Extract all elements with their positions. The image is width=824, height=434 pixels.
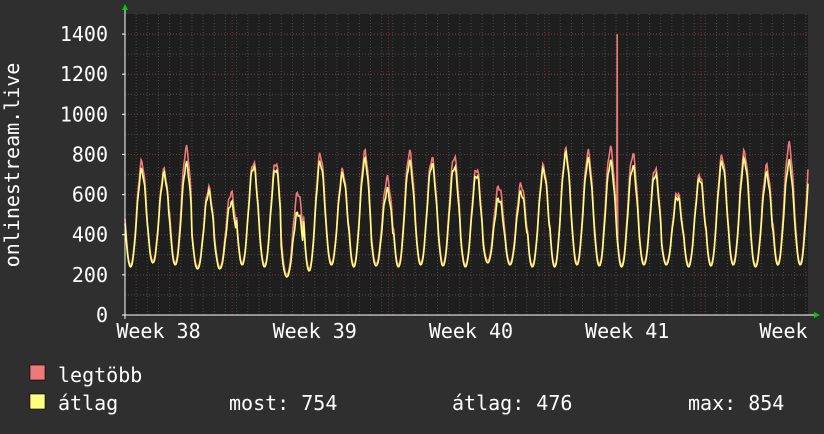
y-tick-label: 200	[72, 263, 108, 287]
x-tick-label: Week 38	[116, 319, 200, 343]
legend-stat-avg: átlag: 476	[452, 391, 572, 415]
y-tick-label: 0	[96, 303, 108, 327]
legend-label-avg: átlag	[58, 391, 118, 415]
y-tick-label: 1200	[60, 62, 108, 86]
axes	[122, 4, 820, 319]
legend: legtöbb átlag most: 754 átlag: 476 max: …	[29, 363, 784, 415]
x-tick-label: Week 41	[585, 319, 669, 343]
y-axis-label: onlinestream.live	[0, 63, 24, 268]
grid	[124, 14, 808, 315]
x-tick-label: Week 40	[429, 319, 513, 343]
y-tick-label: 1000	[60, 102, 108, 126]
x-tick-label: Week	[759, 319, 807, 343]
y-tick-label: 800	[72, 142, 108, 166]
legend-swatch-avg	[29, 393, 46, 410]
y-tick-label: 600	[72, 183, 108, 207]
x-tick-label: Week 39	[273, 319, 357, 343]
y-axis-arrow	[122, 4, 128, 10]
series-layer	[124, 34, 809, 278]
legend-stat-now: most: 754	[229, 391, 337, 415]
y-tick-label: 400	[72, 223, 108, 247]
legend-stat-max: max: 854	[688, 391, 784, 415]
y-tick-label: 1400	[60, 22, 108, 46]
x-axis-arrow	[814, 312, 820, 318]
series-line-avg	[124, 149, 809, 278]
legend-label-max: legtöbb	[58, 363, 142, 387]
tick-labels: 0 200 400 600 800 1000 1200 1400 Week 38 Week 39 W…	[60, 22, 808, 343]
legend-swatch-max	[29, 364, 46, 381]
